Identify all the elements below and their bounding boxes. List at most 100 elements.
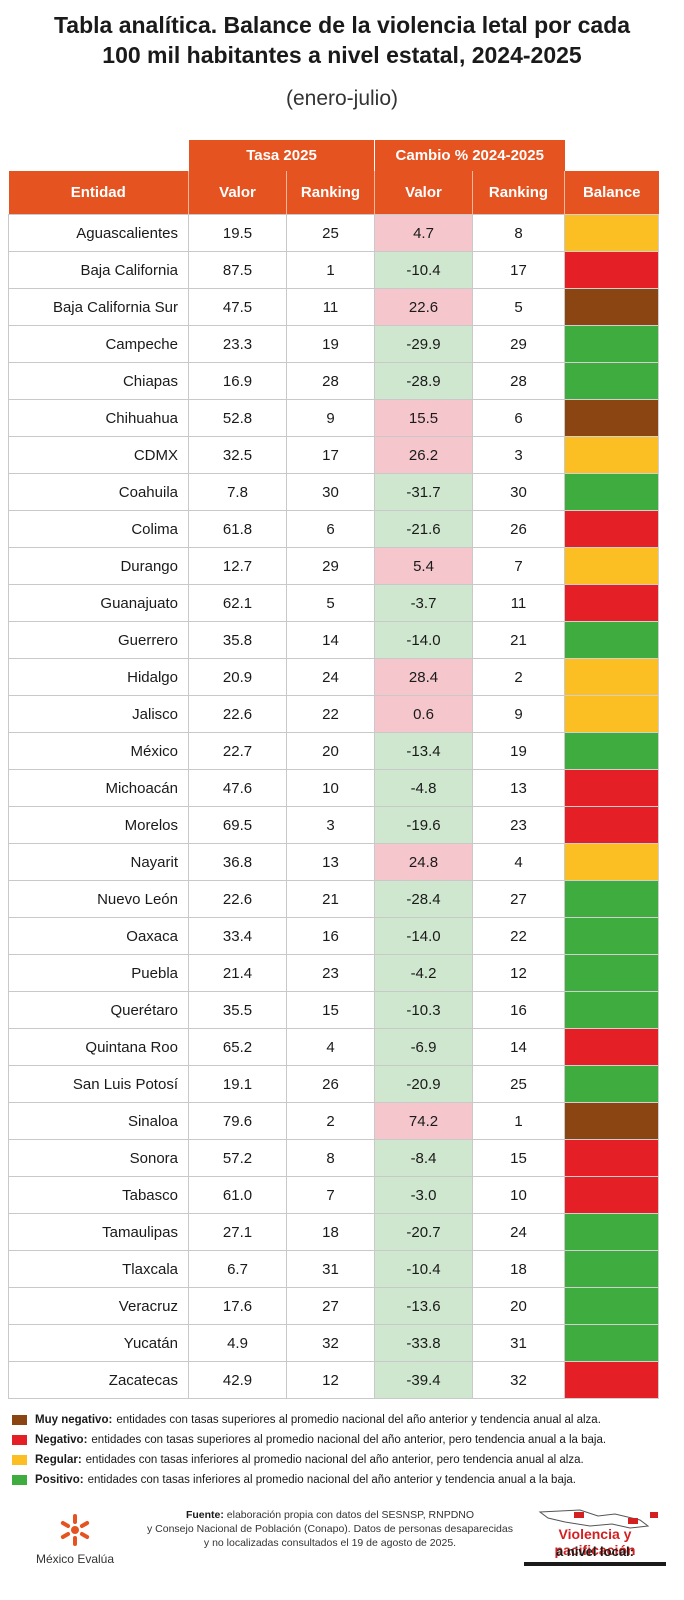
cell-cambio-ranking: 21 bbox=[472, 621, 565, 659]
cell-balance bbox=[564, 843, 659, 881]
cell-cambio-ranking: 29 bbox=[472, 325, 565, 363]
cell-balance bbox=[564, 1250, 659, 1288]
cell-balance bbox=[564, 362, 659, 400]
cell-ranking: 12 bbox=[286, 1361, 375, 1399]
cell-balance bbox=[564, 621, 659, 659]
cell-balance bbox=[564, 991, 659, 1029]
table-row: Campeche 23.3 19 -29.9 29 bbox=[8, 325, 659, 363]
cell-entidad: Aguascalientes bbox=[8, 214, 189, 252]
cell-entidad: Guanajuato bbox=[8, 584, 189, 622]
cell-valor: 12.7 bbox=[188, 547, 287, 585]
cell-cambio-ranking: 15 bbox=[472, 1139, 565, 1177]
cell-valor: 79.6 bbox=[188, 1102, 287, 1140]
cell-ranking: 22 bbox=[286, 695, 375, 733]
cell-ranking: 23 bbox=[286, 954, 375, 992]
table-row: Quintana Roo 65.2 4 -6.9 14 bbox=[8, 1028, 659, 1066]
cell-cambio-ranking: 16 bbox=[472, 991, 565, 1029]
cell-cambio-ranking: 23 bbox=[472, 806, 565, 844]
legend-text: entidades con tasas superiores al promed… bbox=[116, 1414, 601, 1426]
cell-valor: 19.5 bbox=[188, 214, 287, 252]
cell-entidad: Querétaro bbox=[8, 991, 189, 1029]
table-row: Colima 61.8 6 -21.6 26 bbox=[8, 510, 659, 548]
table-row: Chiapas 16.9 28 -28.9 28 bbox=[8, 362, 659, 400]
cell-ranking: 11 bbox=[286, 288, 375, 326]
cell-cambio: -28.9 bbox=[374, 362, 473, 400]
cell-ranking: 17 bbox=[286, 436, 375, 474]
cell-cambio-ranking: 10 bbox=[472, 1176, 565, 1214]
cell-balance bbox=[564, 880, 659, 918]
cell-cambio: 74.2 bbox=[374, 1102, 473, 1140]
legend-label: Positivo: bbox=[35, 1474, 84, 1486]
cell-valor: 22.6 bbox=[188, 880, 287, 918]
table-row: Puebla 21.4 23 -4.2 12 bbox=[8, 954, 659, 992]
table-row: Morelos 69.5 3 -19.6 23 bbox=[8, 806, 659, 844]
cell-valor: 17.6 bbox=[188, 1287, 287, 1325]
cell-entidad: Chihuahua bbox=[8, 399, 189, 437]
title-line-2: 100 mil habitantes a nivel estatal, 2024… bbox=[102, 42, 582, 68]
cell-entidad: CDMX bbox=[8, 436, 189, 474]
cell-cambio: -10.3 bbox=[374, 991, 473, 1029]
cell-entidad: Nayarit bbox=[8, 843, 189, 881]
table-row: Michoacán 47.6 10 -4.8 13 bbox=[8, 769, 659, 807]
cell-cambio-ranking: 26 bbox=[472, 510, 565, 548]
cell-valor: 47.6 bbox=[188, 769, 287, 807]
group-header-blank-2 bbox=[565, 140, 659, 171]
table-row: Querétaro 35.5 15 -10.3 16 bbox=[8, 991, 659, 1029]
cell-cambio-ranking: 1 bbox=[472, 1102, 565, 1140]
cell-entidad: Jalisco bbox=[8, 695, 189, 733]
cell-entidad: Tabasco bbox=[8, 1176, 189, 1214]
cell-cambio-ranking: 25 bbox=[472, 1065, 565, 1103]
cell-valor: 69.5 bbox=[188, 806, 287, 844]
cell-cambio: 5.4 bbox=[374, 547, 473, 585]
cell-cambio: -20.9 bbox=[374, 1065, 473, 1103]
cell-ranking: 26 bbox=[286, 1065, 375, 1103]
legend-swatch-positivo bbox=[12, 1475, 27, 1485]
cell-ranking: 30 bbox=[286, 473, 375, 511]
cell-valor: 87.5 bbox=[188, 251, 287, 289]
legend-label: Muy negativo: bbox=[35, 1414, 113, 1426]
cell-balance bbox=[564, 1324, 659, 1362]
cell-entidad: Chiapas bbox=[8, 362, 189, 400]
cell-ranking: 31 bbox=[286, 1250, 375, 1288]
cell-valor: 22.6 bbox=[188, 695, 287, 733]
legend-text: entidades con tasas superiores al promed… bbox=[91, 1434, 607, 1446]
cell-valor: 35.5 bbox=[188, 991, 287, 1029]
table-row: Nayarit 36.8 13 24.8 4 bbox=[8, 843, 659, 881]
cell-balance bbox=[564, 1176, 659, 1214]
cell-ranking: 8 bbox=[286, 1139, 375, 1177]
cell-ranking: 20 bbox=[286, 732, 375, 770]
cell-ranking: 10 bbox=[286, 769, 375, 807]
cell-cambio: -4.2 bbox=[374, 954, 473, 992]
source-note: Fuente: elaboración propia con datos del… bbox=[140, 1508, 520, 1550]
cell-cambio: -13.6 bbox=[374, 1287, 473, 1325]
cell-cambio: 15.5 bbox=[374, 399, 473, 437]
legend-swatch-negativo bbox=[12, 1435, 27, 1445]
cell-balance bbox=[564, 769, 659, 807]
cell-entidad: Guerrero bbox=[8, 621, 189, 659]
col-header-entidad: Entidad bbox=[8, 171, 189, 215]
table-row: Aguascalientes 19.5 25 4.7 8 bbox=[8, 214, 659, 252]
chart-title: Tabla analítica. Balance de la violencia… bbox=[0, 10, 684, 70]
source-line-1: Fuente: elaboración propia con datos del… bbox=[140, 1508, 520, 1522]
cell-cambio: -20.7 bbox=[374, 1213, 473, 1251]
chart-subtitle: (enero-julio) bbox=[285, 87, 399, 110]
group-header-cambio: Cambio % 2024-2025 bbox=[374, 140, 565, 171]
cell-balance bbox=[564, 1028, 659, 1066]
group-header-tasa: Tasa 2025 bbox=[188, 140, 375, 171]
cell-entidad: Zacatecas bbox=[8, 1361, 189, 1399]
cell-cambio-ranking: 20 bbox=[472, 1287, 565, 1325]
cell-cambio-ranking: 3 bbox=[472, 436, 565, 474]
cell-valor: 4.9 bbox=[188, 1324, 287, 1362]
cell-valor: 6.7 bbox=[188, 1250, 287, 1288]
table-row: Sinaloa 79.6 2 74.2 1 bbox=[8, 1102, 659, 1140]
cell-entidad: Baja California Sur bbox=[8, 288, 189, 326]
cell-entidad: Colima bbox=[8, 510, 189, 548]
cell-cambio-ranking: 4 bbox=[472, 843, 565, 881]
table-row: Jalisco 22.6 22 0.6 9 bbox=[8, 695, 659, 733]
cell-cambio-ranking: 5 bbox=[472, 288, 565, 326]
cell-entidad: Tlaxcala bbox=[8, 1250, 189, 1288]
mexico-evalua-name: México Evalúa bbox=[35, 1552, 115, 1566]
cell-valor: 19.1 bbox=[188, 1065, 287, 1103]
data-table: Tasa 2025 Cambio % 2024-2025 Entidad Val… bbox=[8, 140, 659, 1399]
legend-text: entidades con tasas inferiores al promed… bbox=[87, 1474, 576, 1486]
